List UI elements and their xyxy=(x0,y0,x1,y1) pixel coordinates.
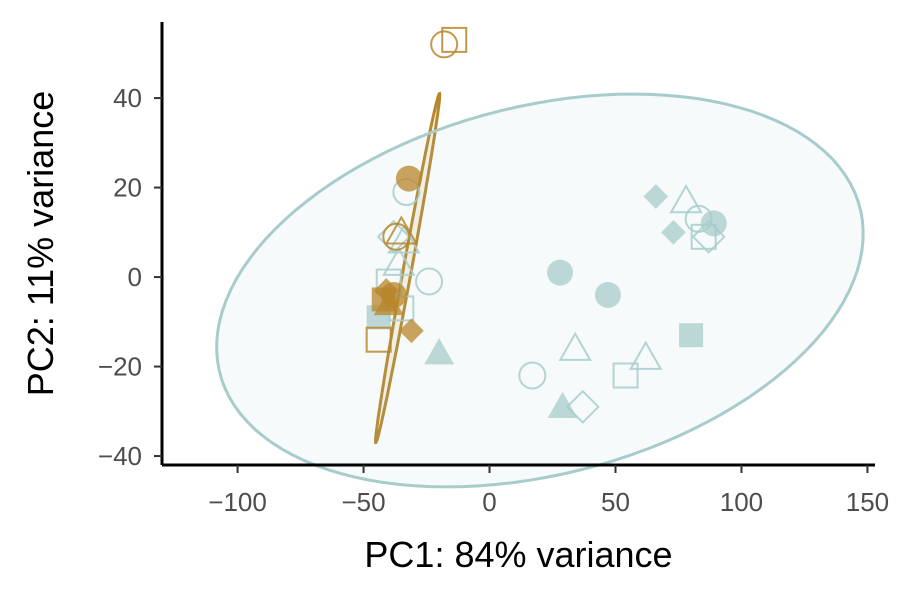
x-tick-label: 100 xyxy=(720,487,763,517)
group-a-point xyxy=(384,215,419,245)
ticks-layer: −100 −50 0 50 100 150 −40 −20 0 20 40 xyxy=(98,83,889,517)
group-a-point xyxy=(430,30,459,59)
x-tick-label: −50 xyxy=(342,487,386,517)
group-b-point xyxy=(547,391,578,419)
axes-layer xyxy=(160,22,875,467)
group-b-point xyxy=(382,246,416,276)
ellipses-layer xyxy=(215,91,865,489)
x-tick-label: 0 xyxy=(482,487,496,517)
x-axis-title: PC1: 84% variance xyxy=(364,534,672,575)
group-b-point xyxy=(594,281,621,308)
x-tick-label: −100 xyxy=(208,487,267,517)
group-b-point xyxy=(629,340,663,370)
group-b-point xyxy=(691,219,726,254)
y-tick-label: −40 xyxy=(98,441,142,471)
group-b-point xyxy=(669,184,703,214)
y-tick-label: 20 xyxy=(113,173,142,203)
y-tick-label: −20 xyxy=(98,352,142,382)
group-b-point xyxy=(643,184,669,209)
group-a-point xyxy=(441,26,468,53)
x-tick-label: 150 xyxy=(846,487,889,517)
group-b-point xyxy=(547,259,574,286)
group-b-point xyxy=(690,223,717,250)
group-b-point xyxy=(661,219,686,245)
y-tick-label: 40 xyxy=(113,83,142,113)
x-tick-label: 50 xyxy=(601,487,630,517)
group-a-point xyxy=(380,281,407,308)
group-b-point xyxy=(415,267,444,296)
group-a-point xyxy=(395,165,422,192)
points-layer xyxy=(365,26,727,424)
group-b-point xyxy=(565,389,600,424)
group-a-point xyxy=(399,318,424,344)
group-a-point xyxy=(382,222,411,251)
group-b-point xyxy=(612,362,639,389)
group-b-point xyxy=(558,331,592,361)
group-b-point xyxy=(424,338,455,365)
group-b-ellipse xyxy=(215,92,865,489)
group-b-point xyxy=(700,210,727,237)
y-tick-label: 0 xyxy=(128,262,142,292)
group-b-point xyxy=(387,224,421,254)
group-b-point xyxy=(518,361,547,390)
group-b-point xyxy=(679,323,704,348)
group-a-point xyxy=(365,326,392,353)
y-axis-title: PC2: 11% variance xyxy=(20,91,61,397)
